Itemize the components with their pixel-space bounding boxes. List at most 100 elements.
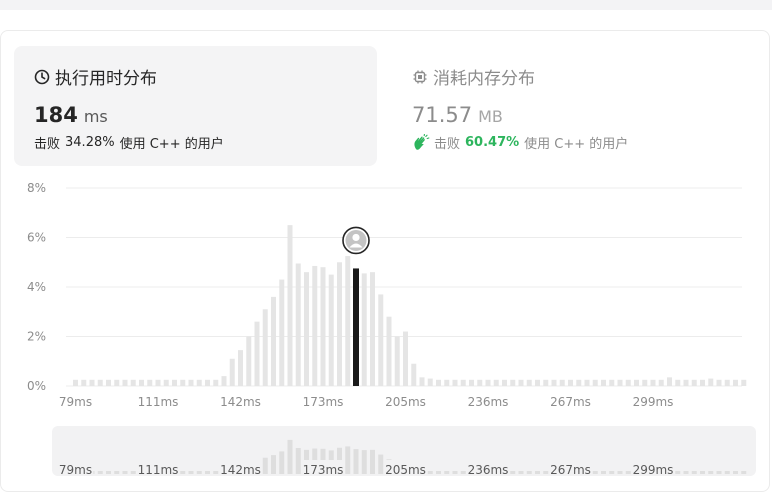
- chart-bar[interactable]: [97, 379, 103, 386]
- chart-bar[interactable]: [667, 377, 672, 386]
- chart-bar[interactable]: [691, 379, 697, 386]
- chart-bar[interactable]: [221, 376, 227, 386]
- chart-bar[interactable]: [287, 225, 293, 386]
- memory-value: 71.57: [412, 103, 473, 127]
- runtime-beat-pct: 34.28%: [65, 135, 115, 150]
- chart-bar[interactable]: [568, 379, 573, 386]
- chart-bar[interactable]: [601, 379, 606, 386]
- chart-bar[interactable]: [650, 379, 656, 386]
- chart-bar[interactable]: [675, 379, 681, 386]
- top-strip: [0, 0, 772, 10]
- chart-bar[interactable]: [73, 379, 78, 386]
- chart-bar[interactable]: [312, 265, 318, 386]
- chart-bar[interactable]: [469, 379, 474, 386]
- chart-bar[interactable]: [444, 379, 450, 386]
- mini-x-tick-label: 173ms: [303, 463, 344, 477]
- chart-bar[interactable]: [592, 379, 598, 386]
- highlight-bar[interactable]: [353, 268, 359, 386]
- chart-bar[interactable]: [254, 321, 260, 386]
- mini-bar: [213, 471, 219, 474]
- chart-bar[interactable]: [122, 379, 128, 386]
- chart-bar[interactable]: [205, 379, 210, 386]
- chart-bar[interactable]: [246, 336, 252, 387]
- runtime-unit: ms: [83, 107, 108, 126]
- chart-bar[interactable]: [370, 272, 375, 386]
- chart-bar[interactable]: [89, 379, 95, 386]
- chart-bar[interactable]: [419, 377, 425, 386]
- chart-bar[interactable]: [163, 379, 169, 386]
- chart-bar[interactable]: [543, 379, 549, 386]
- chart-bar[interactable]: [485, 379, 491, 386]
- chart-bar[interactable]: [271, 296, 276, 386]
- chart-bar[interactable]: [295, 263, 301, 386]
- user-avatar-marker[interactable]: [342, 226, 370, 255]
- chart-bar[interactable]: [502, 379, 507, 386]
- chart-bar[interactable]: [361, 273, 367, 386]
- chart-bar[interactable]: [188, 379, 194, 386]
- chart-bar[interactable]: [262, 309, 268, 386]
- memory-stat-panel[interactable]: 消耗内存分布 71.57 MB 击败 60.47% 使用 C++ 的用户: [392, 46, 755, 166]
- chart-bar[interactable]: [378, 294, 384, 386]
- chart-bar[interactable]: [477, 379, 483, 386]
- chart-bar[interactable]: [452, 379, 458, 386]
- runtime-stat-panel[interactable]: 执行用时分布 184 ms 击败 34.28% 使用 C++ 的用户: [14, 46, 377, 166]
- chart-bar[interactable]: [238, 350, 243, 386]
- chart-bar[interactable]: [229, 358, 235, 386]
- x-tick-label: 205ms: [385, 395, 426, 409]
- mini-tick-bg: [549, 460, 592, 476]
- chart-bar[interactable]: [460, 379, 466, 386]
- chart-bar[interactable]: [658, 379, 664, 386]
- chart-bar[interactable]: [304, 272, 309, 386]
- chart-bar[interactable]: [716, 379, 722, 386]
- chart-bar[interactable]: [724, 379, 730, 386]
- chart-bar[interactable]: [139, 379, 144, 386]
- mini-bar: [617, 471, 623, 474]
- chart-bar[interactable]: [172, 379, 177, 386]
- chart-bar[interactable]: [279, 279, 285, 386]
- chart-bar[interactable]: [551, 379, 557, 386]
- chart-bar[interactable]: [526, 379, 532, 386]
- chart-bar[interactable]: [147, 379, 153, 386]
- chart-bar[interactable]: [518, 379, 524, 386]
- chart-bar[interactable]: [180, 379, 186, 386]
- chart-bar[interactable]: [427, 378, 433, 386]
- chart-bar[interactable]: [411, 363, 417, 386]
- chart-bar[interactable]: [213, 379, 219, 386]
- chart-bar[interactable]: [196, 379, 202, 386]
- chart-bar[interactable]: [584, 379, 590, 386]
- chart-bar[interactable]: [114, 379, 120, 386]
- chart-bar[interactable]: [510, 379, 516, 386]
- chart-bar[interactable]: [328, 274, 334, 386]
- runtime-title: 执行用时分布: [55, 69, 157, 89]
- mini-bar: [708, 471, 714, 474]
- chart-bar[interactable]: [345, 256, 351, 386]
- chart-bar[interactable]: [642, 379, 648, 386]
- chart-bar[interactable]: [625, 379, 631, 386]
- chart-bar[interactable]: [386, 316, 392, 386]
- chart-bar[interactable]: [559, 379, 565, 386]
- chart-bar[interactable]: [634, 379, 639, 386]
- chart-bar[interactable]: [741, 379, 747, 386]
- chart-bar[interactable]: [733, 379, 738, 386]
- chart-bar[interactable]: [394, 336, 400, 387]
- chart-bar[interactable]: [708, 378, 714, 386]
- chart-bar[interactable]: [535, 379, 540, 386]
- chart-bar[interactable]: [493, 379, 499, 386]
- avatar-body-icon: [349, 243, 363, 248]
- chart-bar[interactable]: [106, 379, 111, 386]
- chart-bar[interactable]: [700, 379, 705, 386]
- chart-bar[interactable]: [130, 379, 136, 386]
- mini-x-tick-label: 111ms: [138, 463, 179, 477]
- chart-bar[interactable]: [617, 379, 623, 386]
- chart-bar[interactable]: [320, 267, 326, 386]
- x-tick-label: 299ms: [633, 395, 674, 409]
- chart-bar[interactable]: [576, 379, 582, 386]
- chart-bar[interactable]: [436, 379, 441, 386]
- chart-bar[interactable]: [81, 379, 87, 386]
- chart-bar[interactable]: [155, 379, 161, 386]
- chart-bar[interactable]: [337, 262, 342, 386]
- chart-bar[interactable]: [403, 331, 408, 386]
- y-tick-label: 2%: [27, 330, 46, 344]
- chart-bar[interactable]: [683, 379, 689, 386]
- chart-bar[interactable]: [609, 379, 615, 386]
